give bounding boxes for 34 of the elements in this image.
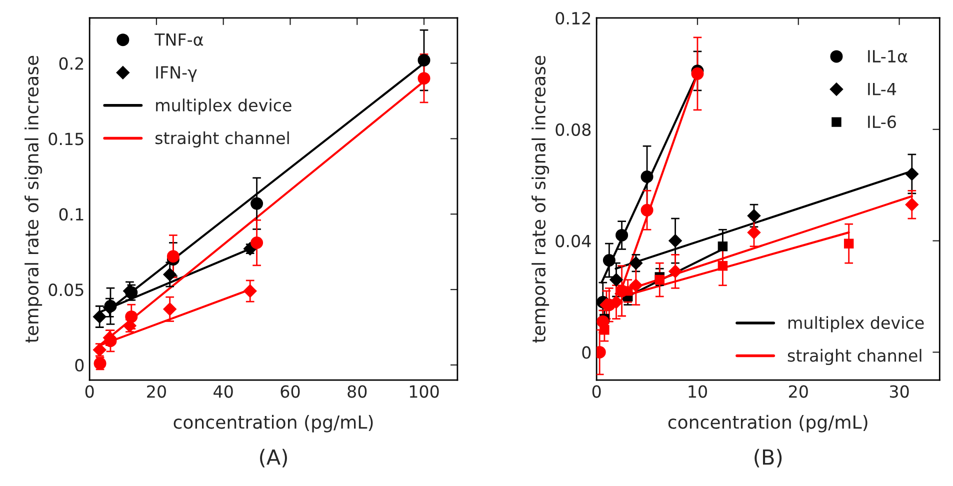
legend-label: multiplex device <box>156 98 292 115</box>
y-tick-label: 0.12 <box>556 12 590 25</box>
y-axis-title: temporal rate of signal increase <box>24 56 42 343</box>
x-tick-label: 40 <box>214 385 233 398</box>
text: (B) <box>754 448 782 468</box>
y-tick-label: 0.2 <box>59 57 84 70</box>
x-tick-label: 60 <box>280 385 300 398</box>
x-tick-label: 20 <box>789 385 808 398</box>
text: (A) <box>260 448 287 468</box>
x-tick-label: 0 <box>85 385 94 398</box>
y-tick-label: 0 <box>75 358 84 372</box>
x-axis-title: concentration (pg/mL) <box>174 414 373 432</box>
legend-label: IL-6 <box>868 116 896 128</box>
legend-label: IL-4 <box>868 82 896 96</box>
x-tick-label: 80 <box>348 385 367 398</box>
x-tick-label: 100 <box>410 385 439 398</box>
legend-label: multiplex device <box>788 316 924 332</box>
legend-label: IFN-γ <box>156 66 197 82</box>
legend-label: TNF-α <box>154 33 204 46</box>
x-tick-label: 0 <box>592 385 601 398</box>
y-tick-label: 0 <box>582 346 591 359</box>
x-axis-title: concentration (pg/mL) <box>668 414 868 432</box>
y-tick-label: 0.04 <box>556 234 591 248</box>
x-tick-label: 10 <box>688 385 707 398</box>
legend-label: straight channel <box>788 348 922 366</box>
y-tick-label: 0.15 <box>48 132 84 146</box>
y-tick-label: 0.05 <box>48 283 84 296</box>
legend-label: straight channel <box>155 131 289 148</box>
x-tick-label: 20 <box>147 385 166 398</box>
x-tick-label: 30 <box>890 385 909 398</box>
y-tick-label: 0.08 <box>556 123 591 136</box>
y-axis-title: temporal rate of signal increase <box>532 56 550 343</box>
legend-label: IL-1α <box>868 50 908 63</box>
y-tick-label: 0.1 <box>59 208 84 221</box>
